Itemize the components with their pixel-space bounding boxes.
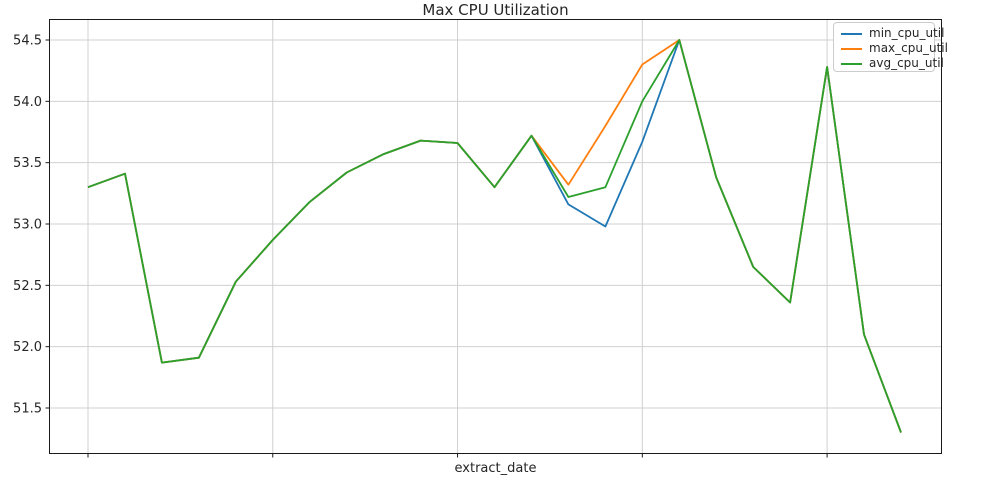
legend-item: min_cpu_util	[841, 26, 944, 41]
legend-label: min_cpu_util	[869, 26, 945, 40]
axes-frame	[49, 19, 942, 454]
legend: min_cpu_util max_cpu_util avg_cpu_util	[833, 22, 948, 72]
y-tick-label: 53.5	[13, 156, 42, 171]
series-line-avg_cpu_util	[87, 39, 902, 433]
y-tick-label: 52.5	[13, 279, 42, 294]
legend-swatch-avg_cpu_util	[841, 62, 862, 65]
legend-item: avg_cpu_util	[841, 56, 944, 71]
y-tick-label: 54.5	[13, 34, 42, 49]
y-tick-label: 54.0	[13, 95, 42, 110]
y-tick-label: 53.0	[13, 218, 42, 233]
legend-swatch-min_cpu_util	[841, 32, 862, 35]
x-axis-label: extract_date	[454, 461, 537, 476]
series-line-max_cpu_util	[87, 39, 902, 433]
y-tick-label: 51.5	[13, 402, 42, 417]
legend-item: max_cpu_util	[841, 41, 948, 56]
y-tick-label: 52.0	[13, 340, 42, 355]
legend-label: max_cpu_util	[869, 41, 948, 55]
chart-title: Max CPU Utilization	[422, 1, 569, 19]
legend-label: avg_cpu_util	[869, 56, 944, 70]
series-line-min_cpu_util	[87, 39, 902, 433]
legend-swatch-max_cpu_util	[841, 47, 862, 50]
